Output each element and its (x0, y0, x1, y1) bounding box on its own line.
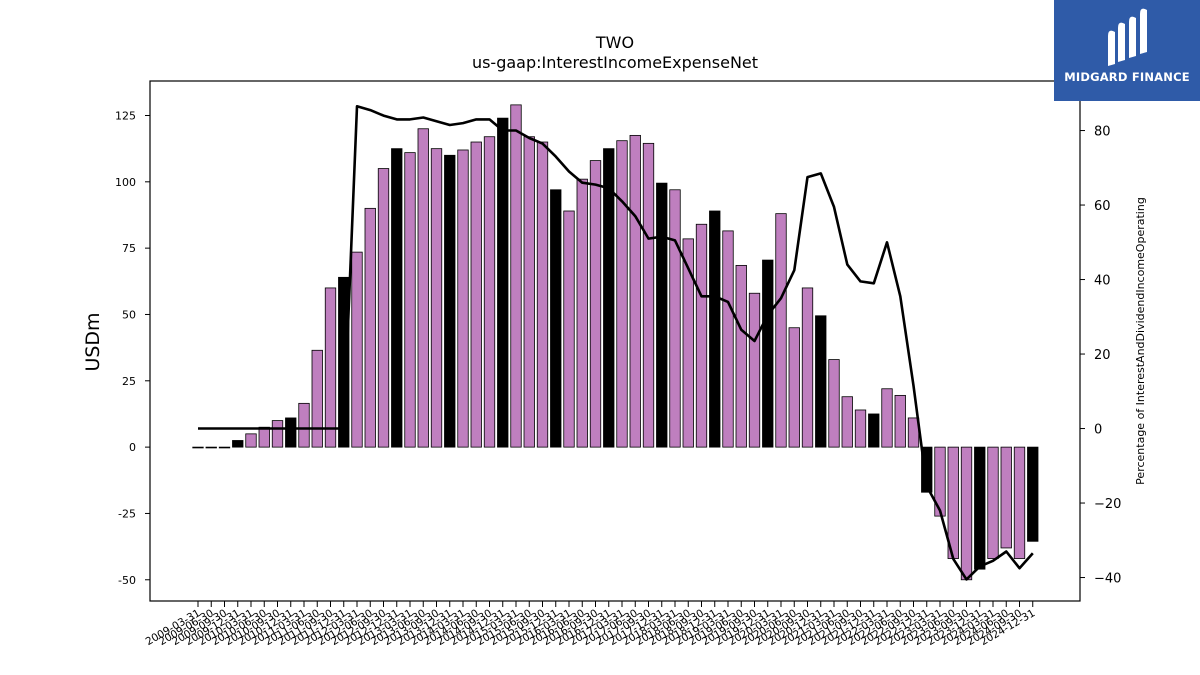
y2-tick-label: −40 (1094, 572, 1121, 587)
y-tick-label: 50 (122, 308, 136, 321)
chart-title: TWO (595, 33, 634, 52)
plot-frame (149, 80, 1081, 602)
bar (801, 287, 814, 448)
bar (589, 160, 602, 448)
midgard-finance-logo: MIDGARD FINANCE (1054, 0, 1200, 101)
bar (748, 292, 761, 448)
bar (709, 210, 721, 448)
y2-tick-label: 40 (1094, 274, 1111, 289)
bar (854, 409, 867, 448)
bar (762, 259, 774, 448)
bar (404, 152, 416, 448)
percentage-line (198, 105, 1034, 581)
bar (285, 417, 297, 448)
bar (735, 264, 747, 448)
bar (457, 149, 469, 448)
bar (695, 223, 708, 448)
bar (682, 238, 694, 448)
bar (364, 207, 376, 448)
bar (298, 402, 310, 448)
bar (430, 148, 443, 448)
logo-mark-icon (1108, 8, 1147, 67)
bar (444, 154, 456, 448)
bar (775, 213, 787, 448)
bar (881, 388, 893, 448)
y2-tick-label: 60 (1094, 199, 1111, 214)
bar (576, 178, 588, 448)
bar (536, 141, 549, 448)
bar (616, 140, 628, 448)
y-tick-label: 25 (122, 375, 136, 388)
y2-tick-label: 80 (1094, 125, 1111, 140)
y2-axis-label: Percentage of InterestAndDividendIncomeO… (1134, 197, 1147, 485)
bar (470, 141, 482, 448)
bar (669, 189, 681, 448)
bar (960, 446, 973, 581)
bar (815, 315, 827, 448)
bar (656, 182, 668, 448)
bar (1000, 446, 1012, 549)
bar (828, 359, 840, 448)
bar (921, 446, 933, 493)
bar (563, 210, 575, 448)
bar (258, 426, 270, 448)
bar (377, 168, 390, 448)
y2-tick-label: 20 (1094, 348, 1111, 363)
y-tick-label: -50 (118, 574, 136, 587)
bar (642, 142, 655, 448)
bar (338, 276, 350, 448)
bar (934, 446, 946, 517)
bar (391, 148, 403, 448)
bar (192, 446, 204, 449)
bar (722, 230, 734, 448)
bar (417, 128, 429, 448)
bar (550, 189, 562, 448)
bar (324, 287, 337, 448)
bar (245, 433, 257, 448)
axes: -50-250255075100125−40−200204060802009-0… (115, 80, 1121, 648)
bar (987, 446, 999, 559)
logo-text: MIDGARD FINANCE (1064, 70, 1190, 84)
bar (868, 413, 880, 448)
y-tick-label: 0 (129, 441, 136, 454)
bar (218, 446, 231, 449)
line-series (198, 105, 1034, 581)
bar (894, 394, 906, 448)
y2-tick-label: 0 (1094, 423, 1102, 438)
chart-subtitle: us-gaap:InterestIncomeExpenseNet (472, 53, 758, 72)
bar (1027, 446, 1039, 542)
bar (351, 251, 363, 448)
bar (510, 104, 522, 448)
bar (788, 327, 800, 448)
bar (974, 446, 986, 570)
y-tick-label: 125 (115, 109, 136, 122)
bar (497, 117, 509, 448)
bar (483, 136, 496, 448)
y-tick-label: -25 (118, 507, 136, 520)
y-tick-label: 100 (115, 176, 136, 189)
y-tick-label: 75 (122, 242, 136, 255)
bar (629, 134, 641, 448)
bar (1013, 446, 1026, 559)
bar (841, 396, 853, 448)
bar (205, 446, 217, 449)
bar (232, 440, 244, 448)
bar (271, 420, 284, 448)
y2-tick-label: −20 (1094, 497, 1121, 512)
bar (603, 148, 615, 448)
y-axis-label: USDm (82, 312, 104, 371)
bar (523, 136, 535, 448)
bars (192, 104, 1039, 581)
bar (311, 349, 323, 448)
